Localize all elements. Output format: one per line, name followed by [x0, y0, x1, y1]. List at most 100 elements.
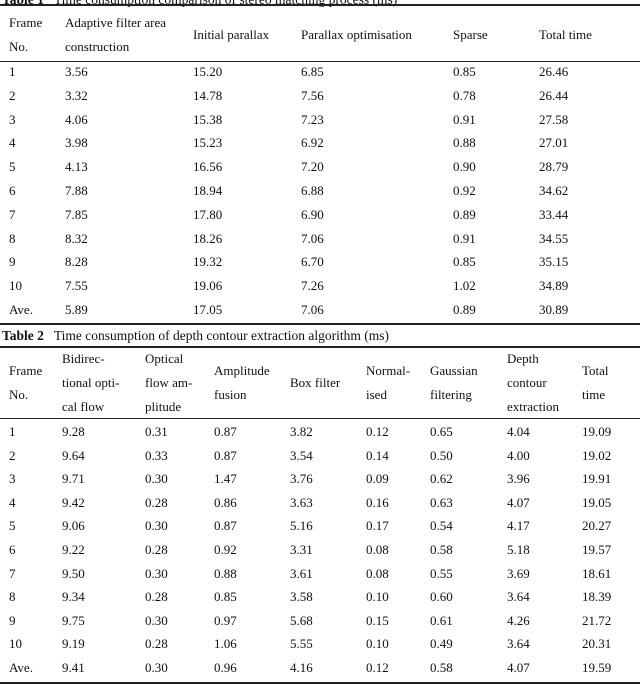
- table-cell: 18.94: [193, 183, 223, 198]
- table-cell: 4.07: [507, 660, 530, 675]
- table-cell: 3.76: [290, 471, 313, 487]
- table-cell: 4.06: [65, 111, 88, 127]
- table-cell: 0.92: [453, 183, 476, 198]
- table-cell: 6.92: [301, 135, 324, 151]
- table-cell: 5.68: [290, 612, 313, 628]
- table-cell: 19.32: [193, 254, 223, 270]
- table-cell: 7: [9, 565, 16, 581]
- table-cell: 0.88: [453, 135, 476, 151]
- table-cell: 0.30: [145, 471, 168, 487]
- table-cell: 0.55: [430, 565, 453, 581]
- table-cell: 0.63: [430, 494, 453, 510]
- table-cell: 6.70: [301, 254, 324, 270]
- table-cell: 0.60: [430, 589, 453, 605]
- table-cell: 0.30: [145, 660, 168, 675]
- table-cell: 5.16: [290, 518, 313, 534]
- table-cell: 9.64: [62, 447, 85, 463]
- table-cell: 7.06: [301, 230, 324, 246]
- header-cell: Normal-: [366, 363, 411, 378]
- table-cell: 27.58: [539, 111, 569, 127]
- table-cell: 0.28: [145, 589, 168, 605]
- table-cell: 19.06: [193, 278, 223, 294]
- table-cell: 1.06: [214, 636, 237, 652]
- table-cell: 0.58: [430, 660, 453, 675]
- table-cell: 18.39: [582, 589, 612, 605]
- table-cell: 3.58: [290, 589, 313, 605]
- table-cell: 9: [9, 612, 16, 628]
- table-cell: 9.71: [62, 471, 85, 487]
- header-cell: ised: [366, 387, 387, 402]
- table-cell: 8.32: [65, 230, 88, 246]
- table-cell: 6: [9, 542, 16, 557]
- table-cell: 9.28: [62, 424, 85, 439]
- table-cell: 0.10: [366, 589, 389, 605]
- table-cell: 0.91: [453, 111, 476, 127]
- table-cell: 0.28: [145, 542, 168, 557]
- table-cell: 0.30: [145, 518, 168, 534]
- table-cell: 0.89: [453, 206, 476, 222]
- table-cell: 19.09: [582, 424, 612, 439]
- table-cell: 0.54: [430, 518, 453, 534]
- table-cell: 20.31: [582, 636, 612, 652]
- header-cell: Total time: [539, 27, 592, 42]
- table-cell: 8: [9, 589, 16, 605]
- table-cell: Ave.: [9, 302, 33, 317]
- header-cell: Parallax optimisation: [301, 27, 412, 42]
- table-cell: 4.17: [507, 518, 530, 534]
- table-cell: 4.16: [290, 660, 313, 675]
- table-cell: 6: [9, 183, 16, 198]
- table-cell: 1: [9, 64, 16, 79]
- table-cell: 6.90: [301, 206, 324, 222]
- table-cell: 0.16: [366, 494, 389, 510]
- table-cell: 5.55: [290, 636, 313, 652]
- table-rule: [0, 323, 640, 325]
- table-cell: 0.85: [453, 64, 476, 79]
- table-cell: 7.56: [301, 87, 324, 103]
- header-cell: Sparse: [453, 27, 488, 42]
- table-cell: 9.22: [62, 542, 85, 557]
- table-cell: 0.50: [430, 447, 453, 463]
- table-cell: 4.00: [507, 447, 530, 463]
- table-cell: 3.31: [290, 542, 313, 557]
- table-cell: 3.98: [65, 135, 88, 151]
- table-cell: 3.61: [290, 565, 313, 581]
- table-cell: 0.91: [453, 230, 476, 246]
- table-cell: 14.78: [193, 87, 223, 103]
- table-cell: 7.26: [301, 278, 324, 294]
- table-cell: 1.02: [453, 278, 476, 294]
- table-cell: 27.01: [539, 135, 569, 151]
- table-cell: 34.89: [539, 278, 569, 294]
- table-cell: 9: [9, 254, 16, 270]
- table-cell: 9.41: [62, 660, 85, 675]
- table-cell: 7.88: [65, 183, 88, 198]
- table-cell: 0.30: [145, 565, 168, 581]
- table-cell: 19.02: [582, 447, 612, 463]
- table-cell: 7.06: [301, 302, 324, 317]
- table-cell: 34.55: [539, 230, 569, 246]
- table-cell: 15.23: [193, 135, 223, 151]
- table-cell: 8.28: [65, 254, 88, 270]
- header-cell: Box filter: [290, 375, 341, 390]
- table-cell: 0.31: [145, 424, 168, 439]
- table-cell: 1.47: [214, 471, 237, 487]
- header-cell: No.: [9, 39, 29, 54]
- table-cell: 35.15: [539, 254, 569, 270]
- table-cell: 5.18: [507, 542, 530, 557]
- table-cell: 26.46: [539, 64, 569, 79]
- table-cell: 26.44: [539, 87, 569, 103]
- table-cell: 2: [9, 447, 16, 463]
- table-rule: [0, 346, 640, 348]
- table-cell: 0.87: [214, 424, 237, 439]
- header-cell: cal flow: [62, 399, 105, 414]
- table-cell: 9.75: [62, 612, 85, 628]
- table-cell: 0.92: [214, 542, 237, 557]
- table-cell: 6.88: [301, 183, 324, 198]
- table-cell: 19.91: [582, 471, 612, 487]
- table-cell: 4.04: [507, 424, 530, 439]
- header-cell: tional opti-: [62, 375, 120, 390]
- table-cell: 0.28: [145, 636, 168, 652]
- table-cell: 4: [9, 494, 16, 510]
- table-cell: 2: [9, 87, 16, 103]
- table-cell: 15.20: [193, 64, 223, 79]
